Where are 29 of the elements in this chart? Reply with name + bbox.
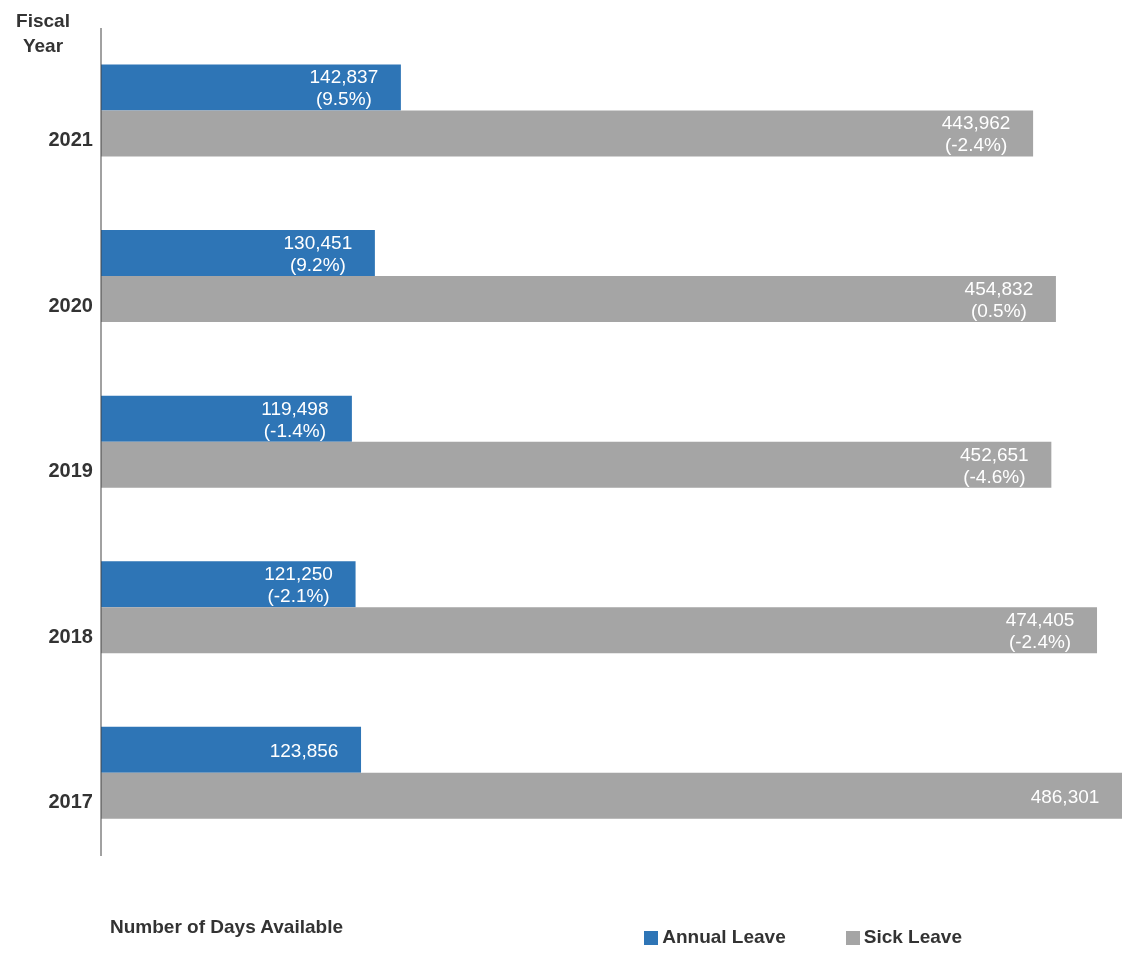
data-label: 123,856 xyxy=(269,739,339,761)
bar xyxy=(101,561,356,608)
legend-label: Annual Leave xyxy=(662,926,786,947)
bar xyxy=(101,772,1122,819)
y-tick-label: 2020 xyxy=(48,293,93,316)
y-tick-label: 2021 xyxy=(48,127,93,150)
legend-label: Sick Leave xyxy=(863,926,962,947)
bar xyxy=(101,607,1098,654)
data-label: 119,498 (-1.4%) xyxy=(261,397,329,441)
y-tick-label: 2017 xyxy=(48,790,93,813)
data-label: 142,837 (9.5%) xyxy=(309,65,379,109)
y-tick-label: 2018 xyxy=(48,624,93,647)
bar xyxy=(101,64,401,111)
data-label: 130,451 (9.2%) xyxy=(283,231,353,275)
bar xyxy=(101,276,1056,323)
bar xyxy=(101,110,1034,157)
y-tick-label: 2019 xyxy=(48,459,93,482)
y-axis-title: Fiscal Year xyxy=(15,9,71,58)
data-label: 454,832 (0.5%) xyxy=(964,277,1034,321)
bar xyxy=(101,230,375,277)
bar xyxy=(101,395,352,442)
data-label: 474,405 (-2.4%) xyxy=(1005,608,1075,652)
x-axis-title: Number of Days Available xyxy=(110,916,344,938)
bar xyxy=(101,441,1052,488)
data-label: 121,250 (-2.1%) xyxy=(264,562,333,606)
data-label: 443,962 (-2.4%) xyxy=(941,111,1011,155)
data-label: 452,651 (-4.6%) xyxy=(960,443,1029,487)
data-label: 486,301 xyxy=(1030,785,1100,807)
bar xyxy=(101,726,362,773)
